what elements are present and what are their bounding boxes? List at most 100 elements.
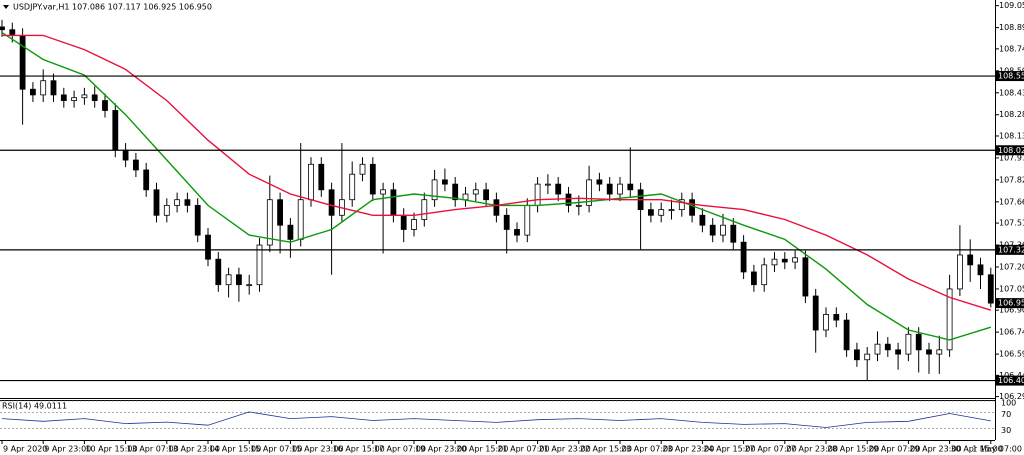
candle-body bbox=[946, 288, 953, 351]
candle-body bbox=[50, 80, 57, 96]
candle-body bbox=[277, 199, 284, 226]
y-tick-label: 107.975 bbox=[999, 153, 1024, 162]
candle-body bbox=[802, 257, 809, 297]
candle-body bbox=[287, 224, 294, 240]
candle-body bbox=[246, 284, 253, 287]
x-tick-label: 21 Apr 07:00 bbox=[497, 445, 549, 454]
y-tick-label: 108.745 bbox=[999, 44, 1024, 53]
candle-body bbox=[936, 349, 943, 355]
candle-body bbox=[864, 353, 871, 361]
x-tick-label: 10 Apr 15:00 bbox=[85, 445, 137, 454]
menu-arrow[interactable] bbox=[3, 5, 9, 9]
candle-body bbox=[225, 274, 232, 286]
candle-body bbox=[874, 343, 881, 355]
candle-body bbox=[380, 189, 387, 195]
candle-body bbox=[967, 254, 974, 266]
candle-body bbox=[29, 88, 36, 96]
candle-body bbox=[132, 159, 139, 171]
candle-body bbox=[740, 241, 747, 273]
y-tick-label: 108.590 bbox=[999, 66, 1024, 75]
x-tick-label: 20 Apr 15:00 bbox=[456, 445, 508, 454]
candle-body bbox=[720, 224, 726, 236]
y-tick-label: 106.745 bbox=[999, 328, 1024, 337]
candle-body bbox=[884, 343, 891, 351]
candle-body bbox=[102, 100, 108, 111]
y-tick-label: 107.050 bbox=[999, 284, 1024, 293]
candle-body bbox=[60, 94, 67, 101]
y-tick-label: 107.205 bbox=[999, 262, 1024, 271]
x-tick-label: 24 Apr 15:00 bbox=[703, 445, 755, 454]
candle-body bbox=[163, 204, 170, 216]
candle-body bbox=[854, 349, 860, 361]
level-label: 106.403 bbox=[998, 376, 1024, 385]
x-tick-label: 23 Apr 23:00 bbox=[662, 445, 714, 454]
y-tick-label: 70 bbox=[1001, 410, 1011, 419]
candle-body bbox=[781, 258, 788, 263]
level-label-box bbox=[996, 244, 1024, 255]
candle-body bbox=[895, 349, 901, 355]
candle-body bbox=[689, 199, 695, 216]
candle-body bbox=[493, 199, 500, 216]
rsi-line bbox=[1, 411, 991, 428]
candle-body bbox=[658, 209, 665, 216]
level-label-box bbox=[996, 375, 1024, 386]
x-tick-label: 9 Apr 23:00 bbox=[44, 445, 91, 454]
x-tick-label: 9 Apr 2020 bbox=[3, 445, 47, 454]
candle-body bbox=[194, 204, 201, 236]
candle-body bbox=[926, 349, 932, 355]
candle-body bbox=[235, 274, 242, 286]
x-tick-label: 21 Apr 23:00 bbox=[539, 445, 591, 454]
candle-body bbox=[441, 179, 448, 185]
candle-body bbox=[71, 97, 77, 101]
x-tick-label: 19 Apr 23:00 bbox=[415, 445, 467, 454]
y-tick-label: 108.895 bbox=[999, 23, 1024, 32]
candle-body bbox=[699, 214, 706, 226]
candle-body bbox=[308, 163, 314, 201]
y-tick-label: 108.280 bbox=[999, 110, 1024, 119]
candle-body bbox=[400, 214, 407, 230]
moving-average bbox=[2, 34, 992, 311]
y-tick-label: 106.440 bbox=[999, 371, 1024, 380]
candle-body bbox=[483, 189, 490, 201]
candle-body bbox=[390, 189, 397, 216]
x-tick-label: 27 Apr 23:00 bbox=[786, 445, 838, 454]
candle-body bbox=[112, 110, 119, 151]
candle-body bbox=[266, 199, 273, 246]
candle-body bbox=[174, 199, 181, 206]
candle-body bbox=[565, 193, 572, 206]
y-tick-label: 107.820 bbox=[999, 175, 1024, 184]
candle-body bbox=[915, 333, 922, 351]
candle-body bbox=[833, 314, 840, 321]
candle-body bbox=[555, 183, 562, 195]
candle-body bbox=[668, 209, 675, 212]
candle-body bbox=[143, 169, 150, 191]
level-label: 108.553 bbox=[998, 72, 1024, 81]
x-tick-label: 13 Apr 07:00 bbox=[127, 445, 179, 454]
x-tick-label: 17 Apr 07:00 bbox=[374, 445, 426, 454]
candle-body bbox=[40, 80, 47, 96]
y-tick-label: 100 bbox=[1001, 399, 1016, 408]
y-tick-label: 108.435 bbox=[999, 88, 1024, 97]
current-price-box bbox=[996, 298, 1024, 309]
y-tick-label: 109.050 bbox=[999, 1, 1024, 10]
candle-body bbox=[761, 264, 768, 286]
candle-body bbox=[472, 189, 479, 195]
candle-body bbox=[205, 234, 211, 260]
level-label: 108.029 bbox=[998, 146, 1024, 155]
candle-body bbox=[617, 183, 623, 195]
candle-body bbox=[421, 199, 428, 220]
x-tick-label: 28 Apr 15:00 bbox=[827, 445, 879, 454]
candle-body bbox=[792, 257, 798, 263]
x-tick-label: 13 Apr 23:00 bbox=[168, 445, 220, 454]
y-tick-label: 107.665 bbox=[999, 197, 1024, 206]
candle-body bbox=[369, 163, 376, 195]
candle-body bbox=[297, 199, 304, 240]
x-tick-label: 22 Apr 15:00 bbox=[580, 445, 632, 454]
candle-body bbox=[957, 254, 963, 290]
candle-body bbox=[215, 258, 222, 286]
candle-body bbox=[122, 149, 129, 161]
candle-body bbox=[514, 229, 520, 236]
candle-body bbox=[359, 163, 366, 175]
